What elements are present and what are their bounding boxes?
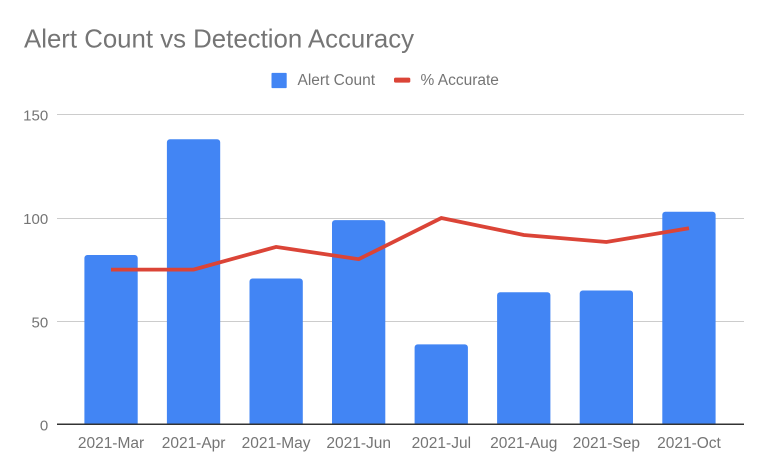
svg-text:100: 100 [23, 211, 48, 228]
svg-text:50: 50 [32, 314, 49, 331]
svg-text:Alert Count vs Detection Accur: Alert Count vs Detection Accuracy [24, 26, 414, 54]
svg-text:0: 0 [40, 417, 48, 434]
svg-text:2021-Sep: 2021-Sep [573, 435, 640, 452]
svg-text:2021-Jul: 2021-Jul [412, 435, 471, 452]
svg-text:% Accurate: % Accurate [421, 72, 499, 89]
svg-text:150: 150 [23, 108, 48, 125]
svg-text:2021-Aug: 2021-Aug [490, 435, 557, 452]
svg-text:2021-Apr: 2021-Apr [162, 435, 226, 452]
svg-text:2021-May: 2021-May [242, 435, 311, 452]
svg-text:2021-Oct: 2021-Oct [657, 435, 721, 452]
svg-text:2021-Jun: 2021-Jun [326, 435, 391, 452]
svg-text:2021-Mar: 2021-Mar [78, 435, 144, 452]
svg-text:Alert Count: Alert Count [298, 72, 376, 89]
